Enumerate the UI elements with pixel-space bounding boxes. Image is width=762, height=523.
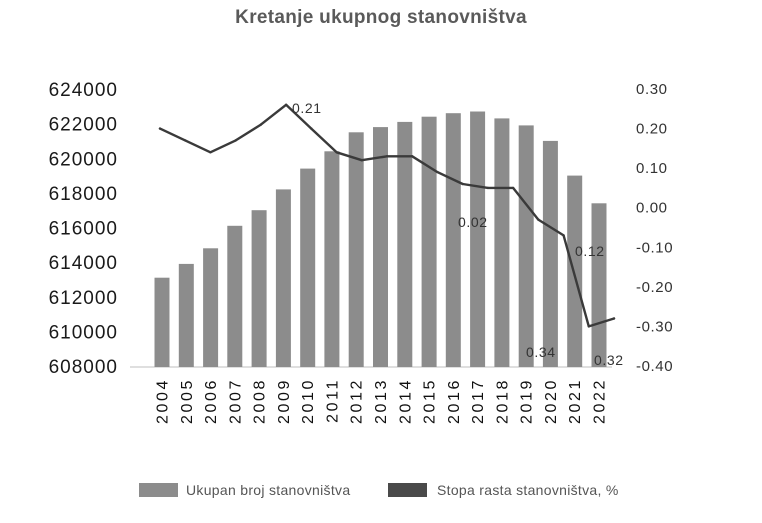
left-axis-labels: 624000 622000 620000 618000 616000 614000 6120… [49,80,118,378]
year-label-2019: 2019 [519,378,536,424]
legend: Ukupan broj stanovništva Stopa rasta sta… [139,482,619,498]
bar-2016 [445,113,461,367]
year-label-2017: 2017 [470,378,487,424]
year-label-2020: 2020 [543,378,560,424]
bar-2006 [203,248,219,367]
year-label-2016: 2016 [446,378,463,424]
legend-item-growth-rate: Stopa rasta stanovništva, % [388,482,619,498]
bar-series [154,111,607,368]
line-point-2005 [184,139,187,142]
annotation-label: 0.34 [526,344,556,360]
right-tick-label: 0.30 [636,81,668,98]
year-label-2007: 2007 [227,378,244,424]
line-series [158,103,616,328]
line-point-2007 [234,139,237,142]
year-label-2004: 2004 [155,378,172,424]
left-tick-label: 624000 [49,80,118,101]
right-tick-label: 0.10 [636,160,668,177]
year-label-2015: 2015 [422,378,439,424]
legend-swatch-bar [139,483,178,497]
x-axis-labels: 2004 2005 2006 2007 2008 2009 2010 2011 2012 2013… [155,378,609,424]
line-point-2004 [158,127,162,130]
line-point-2018 [511,186,515,190]
left-tick-label: 608000 [49,357,118,378]
year-label-2021: 2021 [567,378,584,424]
year-label-2009: 2009 [276,378,293,424]
year-label-2010: 2010 [300,378,317,424]
year-label-2013: 2013 [373,378,390,424]
bar-2008 [251,210,267,367]
left-tick-label: 610000 [49,322,118,343]
annotation-label: 0.12 [575,243,605,259]
year-label-2011: 2011 [324,378,341,423]
bar-2012 [348,132,364,367]
left-tick-label: 618000 [49,184,118,205]
bar-2022 [591,203,607,367]
line-point-2006 [209,151,212,154]
bar-2011 [324,151,340,367]
annotation-label: 0.21 [292,100,322,116]
year-label-2008: 2008 [252,378,269,424]
year-label-2005: 2005 [179,378,196,424]
right-tick-label: -0.20 [636,279,673,296]
annotation-label: 0.02 [458,214,488,230]
year-label-2022: 2022 [592,378,609,424]
right-axis-labels: 0.30 0.20 0.10 0.00 -0.10 -0.20 -0.30 -0.40 [636,81,673,375]
bar-2017 [470,111,486,367]
line-point-2016 [461,182,464,186]
legend-item-population: Ukupan broj stanovništva [139,482,350,498]
line-point-2019 [537,218,540,221]
line-point-2009 [284,103,288,107]
annotation-label: 0.32 [594,352,624,368]
legend-label-growth-rate: Stopa rasta stanovništva, % [437,482,619,498]
left-tick-label: 620000 [49,149,118,170]
year-label-2012: 2012 [349,378,366,424]
bar-2014 [397,121,413,368]
line-point-2020 [562,234,565,237]
line-point-2022 [612,317,616,320]
right-tick-label: -0.30 [636,318,673,335]
line-point-2017 [486,186,490,190]
year-label-2006: 2006 [203,378,220,424]
line-point-2012 [360,159,363,162]
line-point-2021 [587,325,590,328]
bar-2005 [178,263,194,367]
year-label-2014: 2014 [397,378,414,424]
line-point-2010 [310,127,313,130]
chart-title: Kretanje ukupnog stanovništva [235,7,527,28]
right-tick-label: -0.10 [636,239,673,256]
left-tick-label: 616000 [49,219,118,240]
right-tick-label: 0.20 [636,121,668,138]
bar-2009 [275,189,291,367]
line-point-2013 [385,155,389,158]
bar-2019 [518,125,534,368]
bar-2004 [154,277,170,367]
bar-2007 [227,225,243,367]
legend-swatch-line [388,483,427,497]
line-point-2008 [259,123,263,126]
line-point-2014 [411,155,414,158]
annotations: 0.21 0.02 0.12 0.34 0.32 [292,100,624,368]
left-tick-label: 612000 [49,288,118,309]
right-tick-label: -0.40 [636,358,673,375]
bar-2018 [494,118,510,368]
right-tick-label: 0.00 [636,200,668,217]
line-point-2011 [335,151,338,154]
bar-2013 [373,127,388,367]
year-label-2018: 2018 [494,378,511,424]
bar-2010 [300,168,316,367]
left-tick-label: 622000 [49,115,118,136]
line-point-2015 [436,170,439,174]
bar-2020 [542,140,558,367]
left-tick-label: 614000 [49,253,118,274]
bar-2015 [421,116,437,367]
legend-label-population: Ukupan broj stanovništva [186,482,350,498]
